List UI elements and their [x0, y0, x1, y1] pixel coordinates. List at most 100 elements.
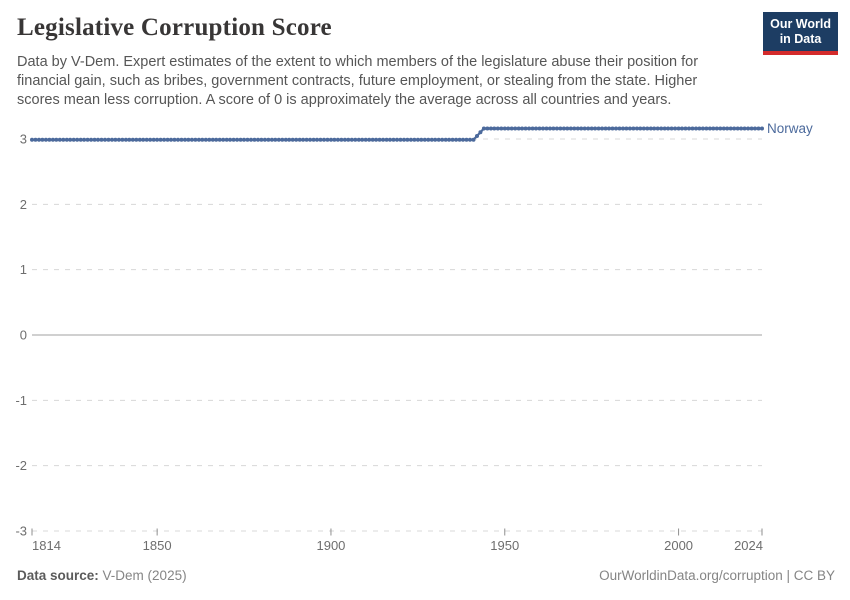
data-point-marker [169, 137, 173, 142]
data-point-marker [329, 137, 333, 142]
data-point-marker [266, 137, 271, 142]
data-point-marker [43, 137, 48, 142]
data-point-marker [516, 126, 521, 131]
data-point-marker [40, 137, 45, 142]
data-point-marker [662, 126, 667, 131]
data-point-marker [78, 137, 83, 142]
data-point-marker [603, 126, 608, 131]
data-point-marker [714, 126, 719, 131]
data-point-marker [509, 126, 514, 131]
data-point-marker [506, 126, 511, 131]
data-point-marker [196, 137, 201, 142]
data-point-marker [256, 137, 260, 142]
data-point-marker [687, 126, 691, 131]
data-point-marker [134, 137, 139, 142]
owid-logo[interactable]: Our World in Data [763, 12, 838, 55]
data-point-marker [92, 137, 97, 142]
data-point-marker [520, 126, 525, 131]
x-tick-label: 1950 [490, 538, 519, 553]
x-axis: 1814 1850 1900 1950 2000 2024 [31, 528, 763, 553]
data-point-marker [335, 137, 340, 142]
data-point-marker [176, 137, 180, 142]
data-point-marker [673, 126, 678, 131]
y-tick-label: 3 [20, 132, 27, 147]
data-point-marker [308, 137, 313, 142]
chart-subtitle: Data by V-Dem. Expert estimates of the e… [17, 53, 698, 110]
data-point-marker [464, 137, 469, 142]
data-point-marker [325, 137, 330, 142]
data-point-marker [37, 137, 41, 142]
data-point-marker [110, 137, 114, 142]
subtitle-line: financial gain, such as bribes, governme… [17, 73, 698, 89]
data-point-marker [162, 137, 167, 142]
data-point-marker [488, 126, 493, 131]
data-point-marker [600, 126, 605, 131]
data-point-marker [481, 126, 486, 131]
y-tick-label: -1 [15, 393, 27, 408]
y-tick-label: -3 [15, 523, 27, 538]
data-point-marker [700, 126, 705, 131]
data-point-marker [718, 126, 723, 131]
data-point-marker [395, 137, 399, 142]
data-point-marker [89, 137, 94, 142]
data-source: Data source: V-Dem (2025) [17, 568, 187, 583]
data-point-marker [589, 126, 594, 131]
data-point-marker [155, 137, 160, 142]
data-point-marker [127, 137, 132, 142]
data-point-marker [294, 137, 299, 142]
data-point-marker [544, 126, 549, 131]
data-point-marker [68, 137, 73, 142]
data-point-marker [655, 126, 660, 131]
data-point-marker [669, 126, 674, 131]
data-point-marker [186, 137, 191, 142]
data-point-marker [422, 137, 427, 142]
data-point-marker [634, 126, 639, 131]
y-tick-label: 0 [20, 328, 27, 343]
data-point-marker [690, 126, 695, 131]
data-point-marker [513, 126, 518, 131]
data-point-marker [568, 126, 573, 131]
data-point-marker [82, 137, 87, 142]
data-point-marker [680, 126, 684, 131]
data-point-marker [113, 137, 118, 142]
data-point-marker [707, 126, 712, 131]
data-point-marker [214, 137, 219, 142]
y-tick-label: -2 [15, 458, 27, 473]
data-point-marker [725, 126, 730, 131]
data-point-marker [349, 137, 354, 142]
y-tick-label: 2 [20, 197, 27, 212]
data-point-marker [297, 137, 302, 142]
data-point-marker [735, 126, 740, 131]
owid-logo-line1: Our World [770, 17, 831, 31]
series-norway[interactable]: Norway [30, 121, 813, 142]
data-point-marker [412, 137, 417, 142]
data-point-marker [593, 126, 598, 131]
data-point-marker [280, 137, 285, 142]
data-point-marker [572, 126, 577, 131]
data-point-marker [534, 126, 538, 131]
data-point-marker [151, 137, 156, 142]
data-point-marker [756, 126, 761, 131]
data-point-marker [217, 137, 222, 142]
data-point-marker [548, 126, 552, 131]
attribution-link[interactable]: OurWorldinData.org/corruption | CC BY [599, 568, 835, 583]
data-point-marker [697, 126, 702, 131]
data-point-marker [415, 137, 420, 142]
data-point-marker [704, 126, 709, 131]
data-point-marker [530, 126, 535, 131]
data-point-marker [742, 126, 747, 131]
data-point-marker [384, 137, 389, 142]
data-point-marker [753, 126, 757, 131]
data-point-marker [144, 137, 149, 142]
data-point-marker [405, 137, 410, 142]
data-point-marker [339, 137, 344, 142]
series-markers [30, 126, 764, 142]
data-point-marker [475, 134, 479, 138]
data-point-marker [231, 137, 236, 142]
data-point-marker [631, 126, 636, 131]
data-point-marker [659, 126, 664, 131]
data-point-marker [621, 126, 625, 131]
data-point-marker [203, 137, 208, 142]
data-point-marker [116, 137, 121, 142]
